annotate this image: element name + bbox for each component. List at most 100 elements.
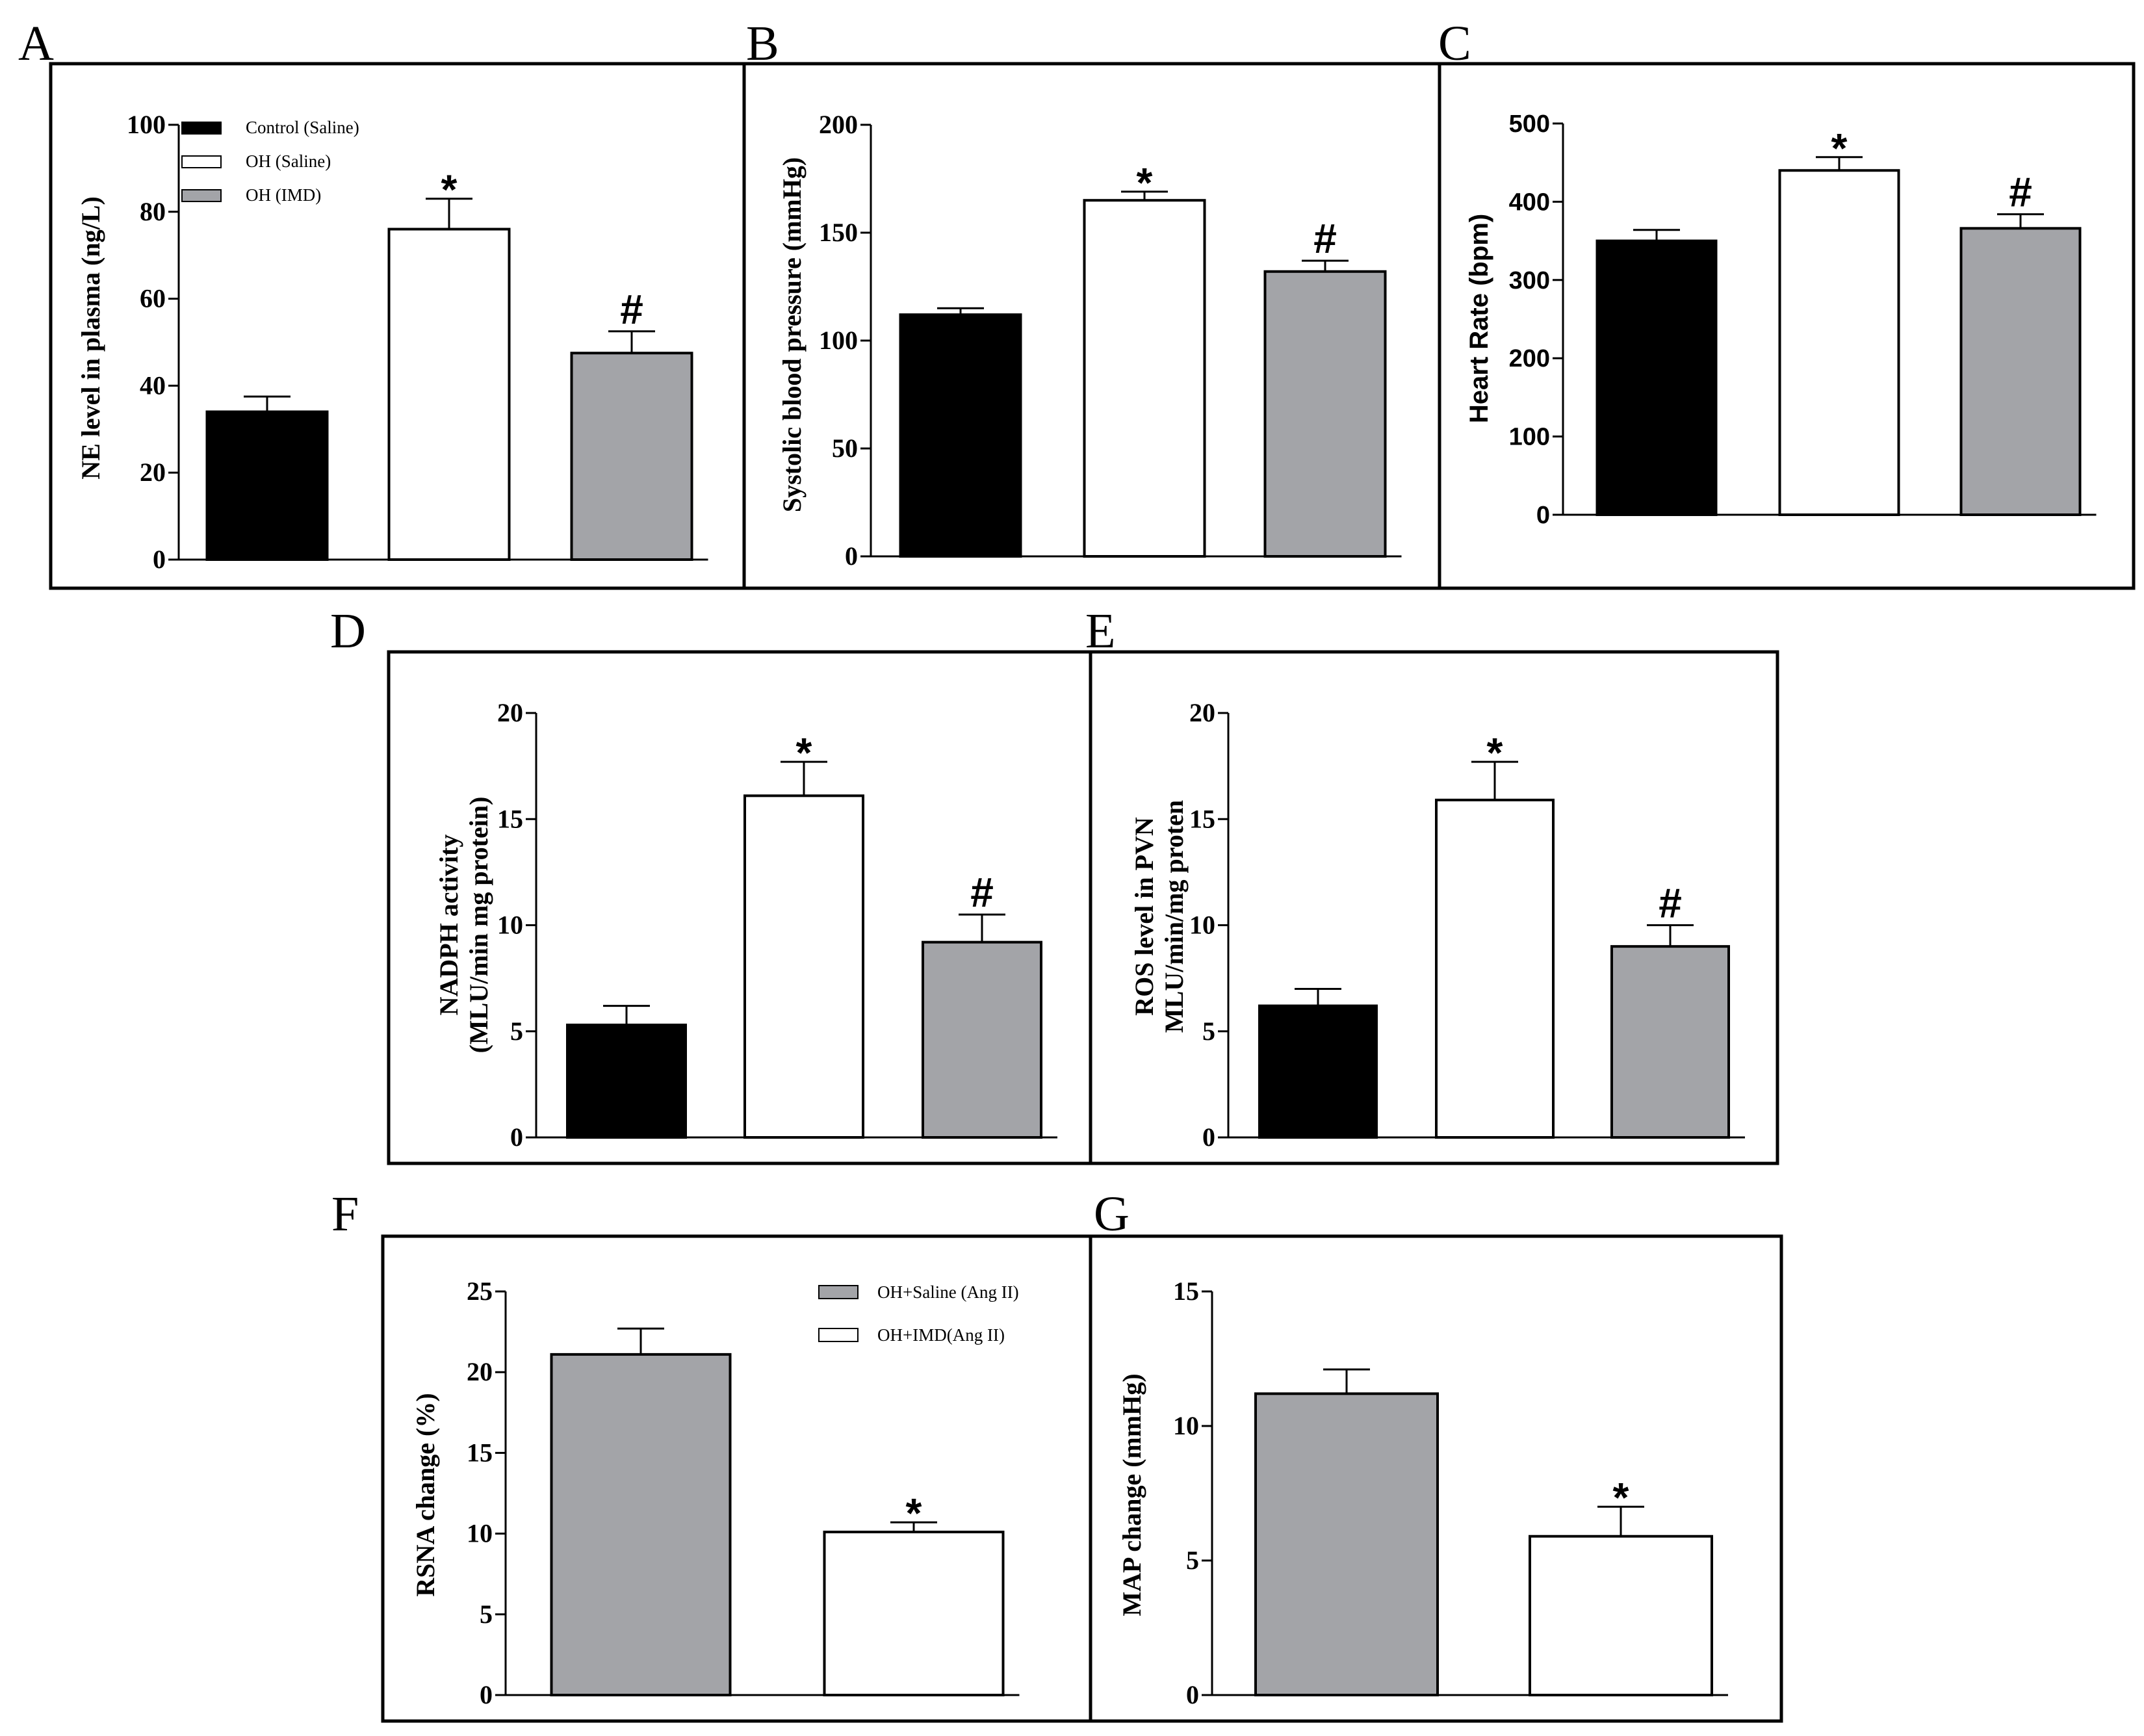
panel-a-significance-mark: * — [441, 166, 458, 213]
panel-d-y-tick-label: 10 — [497, 911, 523, 940]
panel-a-legend: Control (Saline) OH (Saline) OH (IMD) — [181, 118, 359, 205]
panel-d-y-tick-label: 15 — [497, 804, 523, 833]
panel-c-significance-mark: # — [2009, 169, 2032, 216]
panel-e-y-tick-label: 0 — [1202, 1122, 1215, 1152]
panel-g-bar — [1254, 1392, 1439, 1697]
panel-c-letter: C — [1438, 16, 1471, 71]
panel-c-y-tick-label: 0 — [1536, 502, 1550, 529]
panel-b-bar — [1083, 199, 1206, 558]
panel-e-significance-mark: * — [1487, 729, 1503, 776]
panel-c-y-axis-title: Heart Rate (bpm) — [1465, 214, 1493, 423]
panel-a-bar — [205, 410, 329, 561]
panel-f-bar — [550, 1353, 732, 1696]
panel-d-y-axis-title: NADPH activity(MLU/min mg protein) — [434, 797, 493, 1054]
panel-c-bar — [1959, 227, 2082, 516]
panel-g-bar — [1529, 1535, 1713, 1696]
panel-f-legend-label: OH+Saline (Ang II) — [877, 1282, 1019, 1302]
panel-c-bar — [1595, 239, 1718, 516]
panel-e-y-axis-title-line: ROS level in PVN — [1130, 817, 1159, 1016]
panel-c-bar — [1778, 169, 1900, 516]
panel-e-frame — [1089, 650, 1779, 1165]
panel-a-y-tick-label: 40 — [140, 370, 166, 400]
panel-f-legend: OH+Saline (Ang II) OH+IMD(Ang II) — [818, 1282, 1019, 1345]
panel-d-bar — [743, 794, 864, 1139]
panel-g-letter: G — [1094, 1187, 1130, 1241]
panel-g-y-tick-label: 0 — [1186, 1680, 1199, 1709]
panel-f-legend-label: OH+IMD(Ang II) — [877, 1325, 1005, 1345]
panel-a-y-tick-label: 0 — [153, 545, 166, 574]
panel-g: G 0 5 10 15 MAP change (mmHg) * — [1089, 1187, 1783, 1723]
panel-b-letter: B — [746, 16, 779, 71]
panel-g-y-tick-label: 5 — [1186, 1546, 1199, 1575]
panel-d-y-axis-title-line: NADPH activity — [434, 835, 463, 1016]
panel-d-bar — [922, 940, 1042, 1139]
panel-e-bar — [1258, 1004, 1378, 1139]
panel-a-legend-swatch — [181, 122, 222, 135]
panel-e-letter: E — [1085, 604, 1115, 658]
panel-a-legend-swatch — [181, 155, 222, 168]
panel-b-y-tick-label: 0 — [845, 541, 858, 571]
panel-f: F 0 5 10 15 20 25 RSNA change (%) * OH+Saline (An… — [331, 1187, 1092, 1723]
panel-e-bar — [1610, 945, 1730, 1139]
panel-a-legend-label: Control (Saline) — [246, 118, 359, 137]
panel-a-legend-label: OH (IMD) — [246, 185, 321, 205]
panel-a-y-tick-label: 20 — [140, 458, 166, 487]
panel-d-significance-mark: # — [970, 869, 994, 916]
panel-d-y-tick-label: 20 — [497, 698, 523, 727]
panel-b-significance-mark: # — [1313, 215, 1337, 262]
panel-c-y-tick-label: 500 — [1509, 110, 1550, 138]
panel-f-legend-swatch — [818, 1285, 859, 1299]
panel-d: D 0 5 10 15 20 NADPH activity(MLU/min mg prote… — [330, 604, 1092, 1165]
panel-c-y-tick-label: 400 — [1509, 188, 1550, 216]
panel-a-y-tick-label: 60 — [140, 284, 166, 313]
panel-d-y-tick-label: 0 — [510, 1122, 523, 1152]
panel-a-y-axis-title: NE level in plasma (ng/L) — [76, 196, 105, 480]
panel-f-significance-mark: * — [906, 1490, 922, 1536]
panel-g-significance-mark: * — [1613, 1474, 1629, 1521]
panel-f-letter: F — [331, 1187, 359, 1241]
panel-f-y-tick-label: 25 — [467, 1276, 493, 1306]
panel-b-bar — [1263, 270, 1387, 558]
panel-a-y-tick-label: 80 — [140, 197, 166, 226]
panel-e-y-tick-label: 5 — [1202, 1017, 1215, 1046]
panel-a-significance-mark: # — [620, 286, 643, 333]
panel-f-bar — [823, 1531, 1005, 1696]
panel-d-bar — [566, 1023, 687, 1139]
panel-e-y-axis-title: ROS level in PVNMLU/min/mg proten — [1130, 800, 1189, 1033]
panel-b-y-tick-label: 150 — [819, 218, 858, 247]
panel-b-bar — [899, 313, 1022, 558]
panel-c-y-tick-label: 200 — [1509, 345, 1550, 372]
panel-e-y-axis-title-line: MLU/min/mg proten — [1159, 800, 1189, 1033]
panel-f-y-tick-label: 0 — [480, 1680, 493, 1709]
panel-a-legend-swatch — [181, 189, 222, 202]
panel-g-frame — [1089, 1234, 1783, 1723]
panel-g-y-tick-label: 15 — [1173, 1276, 1199, 1306]
panel-d-significance-mark: * — [796, 729, 812, 776]
panel-f-y-tick-label: 15 — [467, 1438, 493, 1467]
panel-c-y-tick-label: 300 — [1509, 267, 1550, 294]
panel-b: B 0 50 100 150 200 Systolic blood pressure (mm… — [742, 16, 1441, 590]
panel-g-y-tick-label: 10 — [1173, 1411, 1199, 1440]
panel-f-y-axis-title: RSNA change (%) — [411, 1393, 440, 1596]
panel-f-y-tick-label: 10 — [467, 1519, 493, 1548]
panel-e-y-tick-label: 15 — [1189, 804, 1215, 833]
panel-e-y-tick-label: 10 — [1189, 911, 1215, 940]
panel-f-y-tick-label: 20 — [467, 1357, 493, 1386]
panel-e: E 0 5 10 15 20 ROS level in PVNMLU/min/mg prot… — [1085, 604, 1779, 1165]
panel-d-y-tick-label: 5 — [510, 1017, 523, 1046]
panel-d-y-axis-title-line: (MLU/min mg protein) — [464, 797, 493, 1054]
panel-b-significance-mark: * — [1137, 159, 1153, 206]
panel-a: A 0 20 40 60 80 100 NE level in plasma (ng/L) * #… — [18, 16, 746, 590]
panel-e-y-tick-label: 20 — [1189, 698, 1215, 727]
panel-f-y-tick-label: 5 — [480, 1600, 493, 1629]
panel-g-y-axis-title: MAP change (mmHg) — [1117, 1373, 1146, 1616]
panel-c-significance-mark: * — [1831, 125, 1848, 172]
panel-b-y-tick-label: 100 — [819, 326, 858, 355]
panel-c: C 0 100 200 300 400 500 Heart Rate (bpm) * # — [1438, 16, 2136, 590]
panel-d-letter: D — [330, 604, 366, 658]
panel-c-y-tick-label: 100 — [1509, 424, 1550, 451]
panel-a-bar — [387, 227, 511, 561]
panel-f-legend-swatch — [818, 1328, 859, 1342]
